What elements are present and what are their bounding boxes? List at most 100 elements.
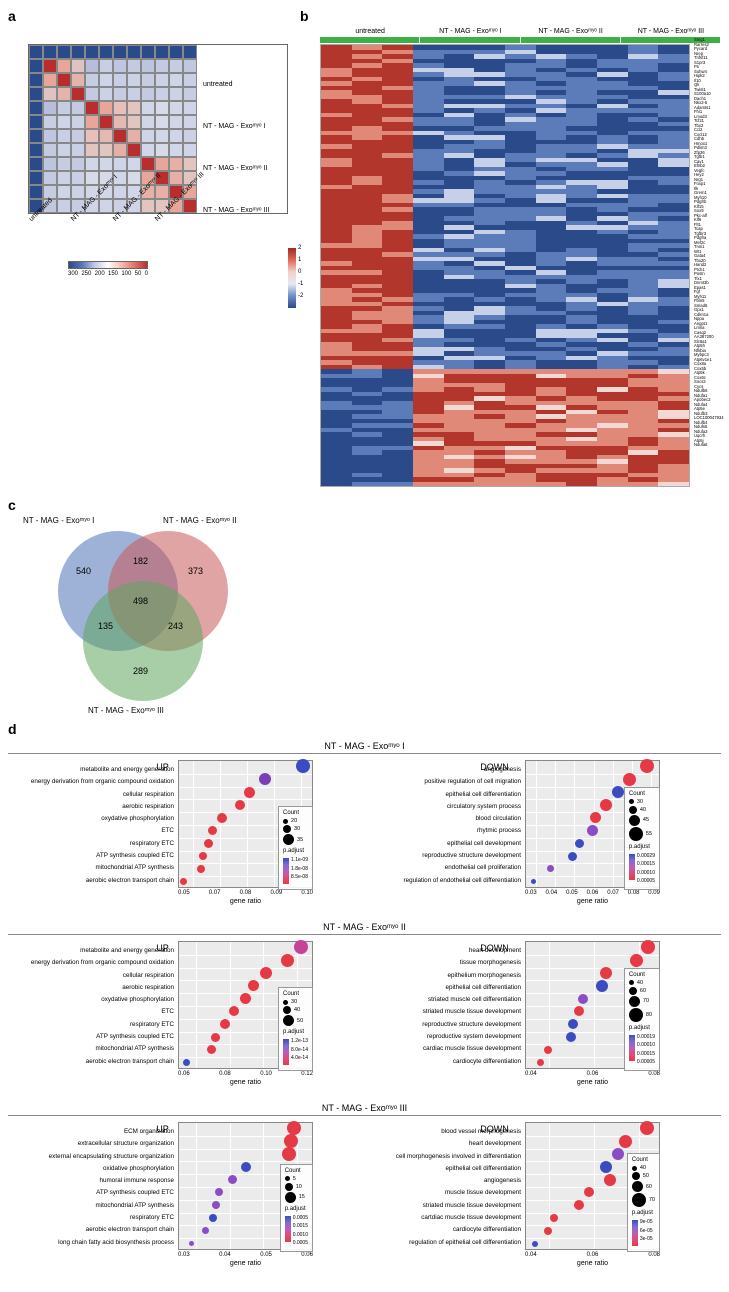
go-term-label: humoral immune response [8,1175,174,1187]
corr-cell [169,143,183,157]
corr-cell [169,87,183,101]
corr-cell [85,45,99,59]
enrichment-dot [244,787,255,798]
corr-cell [169,171,183,185]
venn-set-label: NT - MAG - Exoᵐʸᵒ III [88,706,164,715]
venn-count: 540 [76,566,91,576]
corr-cell [183,87,197,101]
enrichment-dot [600,799,612,811]
go-term-label: mitochondrial ATP synthesis [8,862,174,874]
corr-cell [99,199,113,213]
corr-cell [113,59,127,73]
dotplot: DOWNblood vessel morphogenesisheart deve… [325,1122,664,1274]
corr-cell [141,199,155,213]
corr-cell [127,143,141,157]
corr-cell [169,115,183,129]
go-term-label: metabolite and energy generation [8,945,174,957]
go-term-label: striated muscle cell differentiation [325,994,521,1006]
venn-set-label: NT - MAG - Exoᵐʸᵒ II [163,516,237,525]
x-axis-label: gene ratio [178,898,313,905]
enrichment-dot [235,800,245,810]
corr-cell [43,143,57,157]
go-term-label: epithelial cell differentiation [325,1163,521,1175]
enrichment-dot [183,1059,190,1066]
corr-cell [57,45,71,59]
x-axis-label: gene ratio [525,898,660,905]
corr-cell [113,45,127,59]
enrichment-dot [212,1201,220,1209]
corr-cell [57,73,71,87]
enrichment-dot [199,852,207,860]
corr-cell [141,87,155,101]
go-term-label: extracellular structure organization [8,1138,174,1150]
go-term-label: respiratory ETC [8,838,174,850]
section-title: NT - MAG - Exoᵐʸᵒ II [8,922,721,932]
go-term-label: striated muscle tissue development [325,1006,521,1018]
corr-cell [71,73,85,87]
x-axis-label: gene ratio [525,1079,660,1086]
go-term-label: metabolite and energy generation [8,764,174,776]
dotplot: DOWNangiogenesispositive regulation of c… [325,760,664,912]
go-term-label: ECM organization [8,1126,174,1138]
corr-cell [113,115,127,129]
corr-cell [85,87,99,101]
corr-cell [183,73,197,87]
corr-cell [113,143,127,157]
corr-cell [169,59,183,73]
corr-cell [127,157,141,171]
corr-cell [57,115,71,129]
go-term-label: positive regulation of cell migration [325,776,521,788]
venn-count: 289 [133,666,148,676]
corr-cell [85,157,99,171]
corr-cell [43,171,57,185]
enrichment-dot [281,954,294,967]
corr-cell [169,129,183,143]
go-term-label: reproductive structure development [325,1019,521,1031]
go-term-label: ETC [8,825,174,837]
corr-y-label: NT - MAG - Exoᵐʸᵒ III [203,190,269,232]
x-axis-label: gene ratio [525,1260,660,1267]
corr-cell [71,87,85,101]
corr-cell [29,101,43,115]
corr-cell [141,101,155,115]
go-term-label: cellular respiration [8,789,174,801]
go-term-label: epithelial cell differentiation [325,982,521,994]
section-title: NT - MAG - Exoᵐʸᵒ I [8,741,721,751]
corr-cell [29,87,43,101]
corr-cell [43,73,57,87]
heatmap-group-header: NT - MAG - Exoᵐʸᵒ III [621,28,721,35]
enrichment-dot [217,813,227,823]
enrichment-dot [587,825,598,836]
corr-cell [99,157,113,171]
enrichment-dot [550,1214,558,1222]
go-term-label: mitochondrial ATP synthesis [8,1200,174,1212]
corr-cell [183,157,197,171]
dotplot: UPmetabolite and energy generationenergy… [8,941,317,1093]
enrichment-dot [619,1135,632,1148]
corr-cell [57,59,71,73]
corr-cell [57,143,71,157]
corr-cell [183,129,197,143]
corr-cell [57,157,71,171]
corr-cell [71,171,85,185]
corr-cell [141,115,155,129]
corr-cell [57,87,71,101]
corr-cell [155,129,169,143]
corr-cell [169,45,183,59]
corr-cell [85,129,99,143]
corr-cell [127,115,141,129]
venn-count: 373 [188,566,203,576]
enrichment-dot [568,852,577,861]
corr-cell [127,73,141,87]
corr-heatmap: untreatedNT - MAG - Exoᵐʸᵒ INT - MAG - E… [8,44,288,277]
go-term-label: cellular respiration [8,970,174,982]
corr-cell [155,73,169,87]
corr-cell [141,45,155,59]
dotplot-legend: Count304050p.adjust1.2e-138.0e-144.0e-14 [278,987,313,1071]
corr-cell [169,73,183,87]
corr-cell [71,185,85,199]
corr-cell [99,45,113,59]
corr-cell [43,45,57,59]
enrichment-dot [532,1241,538,1247]
corr-cell [57,171,71,185]
